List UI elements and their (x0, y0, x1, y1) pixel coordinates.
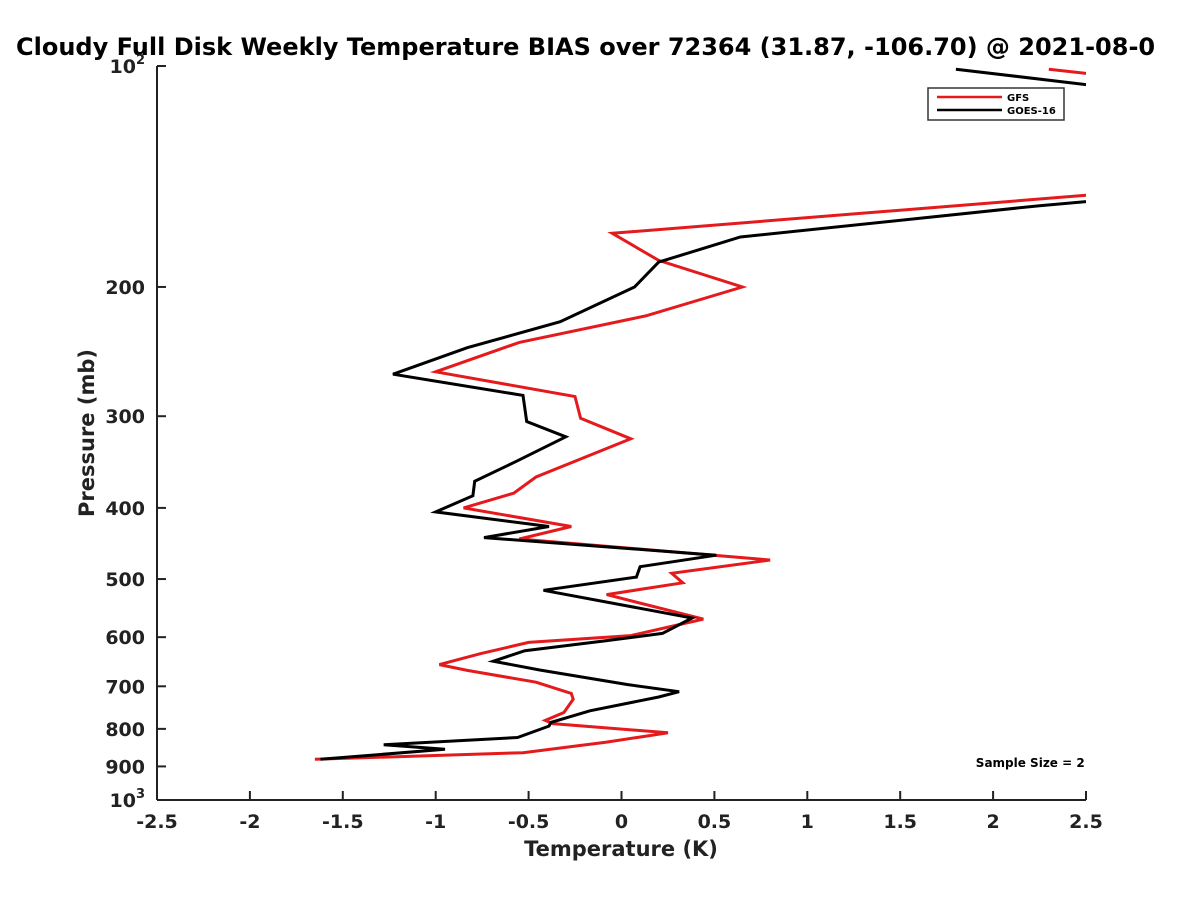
x-tick-label: 1.5 (883, 811, 917, 833)
y-tick-label: 103 (110, 787, 146, 812)
axes-layer: -2.5 -2 -1.5 -1 -0.5 0 0.5 1 1.5 2 2.5 102 200 300 400… (105, 53, 1103, 833)
x-tick-label: -1 (425, 811, 446, 833)
y-tick-label: 102 (110, 53, 146, 78)
legend-box (927, 87, 1065, 121)
series-line-goes16-2 (320, 200, 1086, 761)
x-tick-label: 2.5 (1069, 811, 1103, 833)
legend-label-goes16: GOES-16 (1007, 106, 1056, 117)
series-layer (314, 67, 1086, 761)
x-tick-label: 0.5 (698, 811, 732, 833)
x-tick-label: 1 (801, 811, 814, 833)
x-tick-label: -2 (239, 811, 260, 833)
x-tick-label: -1.5 (322, 811, 364, 833)
y-tick-label: 900 (105, 756, 145, 778)
x-tick-label: 2 (986, 811, 999, 833)
y-tick-label: 600 (105, 627, 145, 649)
x-axis-label: Temperature (K) (524, 837, 718, 861)
plot-area: -2.5 -2 -1.5 -1 -0.5 0 0.5 1 1.5 2 2.5 102 200 300 400… (105, 53, 1103, 833)
y-tick-label: 200 (105, 277, 145, 299)
x-tick-label: -2.5 (136, 811, 178, 833)
y-tick-label: 400 (105, 498, 145, 520)
x-tick-label: -0.5 (508, 811, 550, 833)
y-tick-label: 500 (105, 569, 145, 591)
chart-title: Cloudy Full Disk Weekly Temperature BIAS… (16, 33, 1155, 61)
series-line-gfs-2 (314, 193, 1086, 761)
y-tick-label: 800 (105, 719, 145, 741)
legend-label-gfs: GFS (1007, 93, 1029, 104)
y-axis-label: Pressure (mb) (75, 349, 99, 517)
series-line-goes16-1 (955, 67, 1086, 87)
y-tick-label: 300 (105, 406, 145, 428)
y-tick-label: 700 (105, 676, 145, 698)
x-tick-label: 0 (615, 811, 628, 833)
legend: GFS GOES-16 (927, 87, 1065, 121)
sample-size-annotation: Sample Size = 2 (976, 756, 1085, 770)
series-line-gfs-1 (1048, 67, 1086, 75)
